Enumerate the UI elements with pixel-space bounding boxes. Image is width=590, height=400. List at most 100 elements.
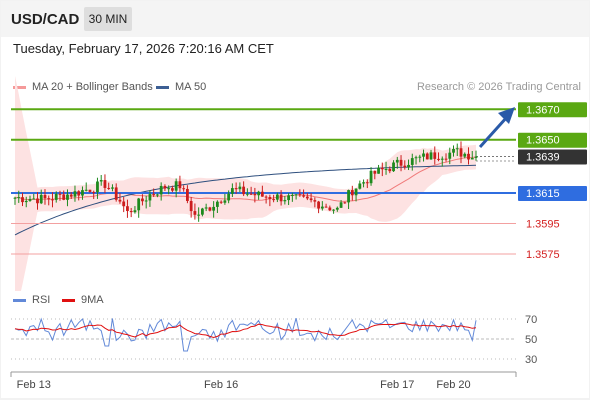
candle-body: [309, 198, 313, 201]
candle-body: [77, 191, 81, 196]
ma50-swatch: [156, 85, 169, 89]
candle-body: [392, 162, 395, 172]
candle-body: [275, 194, 279, 200]
candle-body: [347, 190, 350, 203]
candle-body: [212, 206, 216, 211]
candle-body: [69, 194, 73, 197]
candle-body: [21, 197, 24, 203]
candle-body: [54, 193, 58, 200]
credit-text: Research © 2026 Trading Central: [416, 81, 581, 93]
candle-body: [58, 193, 62, 195]
header-bar: USD/CAD 30 MIN: [1, 1, 589, 37]
candle-body: [133, 210, 137, 213]
candle-body: [467, 153, 470, 160]
candle-body: [470, 157, 474, 160]
legend-9ma: 9MA: [62, 294, 104, 306]
candle-body: [13, 197, 17, 199]
candle-body: [197, 214, 201, 216]
candle-body: [335, 207, 339, 210]
candle-body: [384, 169, 388, 171]
candle-body: [129, 211, 133, 213]
legend-bollinger-label: MA 20 + Bollinger Bands: [32, 81, 153, 93]
candle-body: [174, 181, 178, 191]
candle-body: [399, 159, 403, 166]
candle-body: [448, 152, 452, 159]
candle-body: [260, 191, 264, 197]
candle-body: [377, 167, 380, 174]
ma50-line: [14, 164, 477, 236]
bollinger-swatch: [13, 85, 26, 89]
candle-body: [73, 191, 77, 197]
candle-body: [414, 157, 418, 159]
candle-body: [279, 194, 283, 202]
candle-body: [287, 195, 291, 201]
candle-body: [227, 193, 231, 201]
candle-body: [290, 194, 294, 196]
candle-body: [178, 181, 182, 189]
ma9-swatch: [62, 298, 75, 302]
candle-body: [39, 194, 43, 204]
rsi-line: [14, 317, 477, 352]
candle-body: [328, 207, 332, 211]
projection-arrow-head: [498, 107, 515, 124]
candle-body: [103, 180, 107, 188]
rsi-tick-label: 70: [525, 314, 537, 326]
candle-body: [163, 185, 167, 189]
candle-body: [43, 194, 47, 199]
candle-body: [88, 189, 92, 192]
candle-body: [81, 190, 84, 196]
candle-body: [320, 206, 324, 209]
candle-body: [156, 194, 159, 196]
candle-body: [339, 202, 343, 208]
x-axis: Feb 13 Feb 16 Feb 17 Feb 20: [10, 371, 517, 391]
candle-body: [126, 206, 129, 212]
candle-body: [440, 158, 444, 160]
legend-rsi: RSI: [13, 294, 50, 306]
rsi-panel: 70 50 30: [11, 314, 537, 366]
candle-body: [403, 165, 407, 168]
rsi-swatch: [13, 298, 26, 302]
level-label-1.3615: 1.3615: [526, 188, 560, 200]
candle-body: [36, 198, 39, 204]
candle-body: [463, 153, 467, 157]
candle-body: [122, 201, 126, 207]
candle-body: [111, 187, 114, 189]
level-label-bg-pivot: [518, 186, 587, 202]
candle-body: [459, 148, 463, 157]
candle-body: [152, 194, 156, 196]
candle-body: [47, 198, 51, 200]
level-label-bg-resistance: [518, 132, 587, 148]
candle-body: [298, 194, 302, 196]
candle-body: [362, 182, 365, 184]
candle-body: [62, 194, 66, 200]
candle-body: [84, 189, 88, 191]
candle-body: [272, 199, 276, 201]
candle-body: [388, 169, 392, 172]
x-tick-label: Feb 20: [436, 379, 470, 391]
candle-body: [245, 193, 249, 195]
candle-body: [249, 193, 253, 195]
level-label-bg-resistance: [518, 102, 587, 118]
candle-body: [373, 170, 377, 174]
candle-body: [223, 200, 227, 203]
timeframe-button[interactable]: 30 MIN: [84, 7, 132, 31]
candle-body: [410, 158, 414, 165]
candle-body: [24, 200, 28, 203]
candle-body: [159, 185, 163, 195]
candle-body: [452, 148, 455, 153]
candle-body: [66, 194, 69, 200]
rsi-tick-label: 50: [525, 334, 537, 346]
candle-body: [350, 190, 354, 196]
candle-body: [317, 201, 320, 209]
candle-body: [193, 211, 197, 215]
rsi-tick-label: 30: [525, 354, 537, 366]
level-label-1.3650: 1.3650: [526, 135, 560, 147]
candle-body: [313, 200, 317, 202]
candle-body: [437, 158, 440, 160]
legend-rsi-label: RSI: [32, 294, 51, 306]
x-tick-label: Feb 17: [380, 379, 414, 391]
rsi-9ma-line: [14, 322, 477, 339]
level-label-1.3595: 1.3595: [526, 219, 560, 231]
x-tick-label: Feb 13: [17, 379, 51, 391]
